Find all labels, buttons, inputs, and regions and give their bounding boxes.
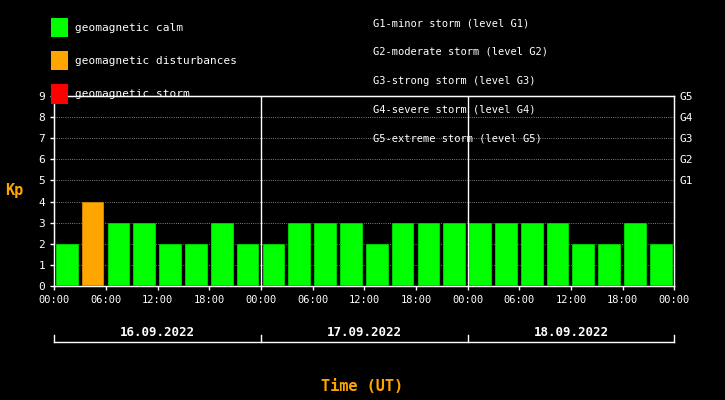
Text: Time (UT): Time (UT) [321,379,404,394]
Text: G2-moderate storm (level G2): G2-moderate storm (level G2) [373,47,548,57]
Bar [237,244,260,286]
Text: 18.09.2022: 18.09.2022 [534,326,608,338]
Bar [495,223,518,286]
Text: G1-minor storm (level G1): G1-minor storm (level G1) [373,18,530,28]
Bar [211,223,233,286]
Text: 17.09.2022: 17.09.2022 [327,326,402,338]
Bar [314,223,337,286]
Bar [185,244,208,286]
Bar [107,223,130,286]
Bar [624,223,647,286]
Bar [289,223,311,286]
Text: geomagnetic calm: geomagnetic calm [75,22,183,33]
Text: geomagnetic storm: geomagnetic storm [75,89,190,99]
Bar [573,244,595,286]
Text: 16.09.2022: 16.09.2022 [120,326,195,338]
Bar [547,223,569,286]
Bar [340,223,362,286]
Bar [650,244,673,286]
Bar [392,223,415,286]
Bar [521,223,544,286]
Text: G5-extreme storm (level G5): G5-extreme storm (level G5) [373,133,542,143]
Text: G3-strong storm (level G3): G3-strong storm (level G3) [373,76,536,86]
Bar [418,223,440,286]
Bar [598,244,621,286]
Bar [366,244,389,286]
Bar [82,202,104,286]
Text: geomagnetic disturbances: geomagnetic disturbances [75,56,237,66]
Bar [469,223,492,286]
Bar [133,223,156,286]
Text: Kp: Kp [5,184,23,198]
Bar [262,244,285,286]
Bar [56,244,78,286]
Bar [444,223,466,286]
Text: G4-severe storm (level G4): G4-severe storm (level G4) [373,104,536,114]
Bar [160,244,182,286]
